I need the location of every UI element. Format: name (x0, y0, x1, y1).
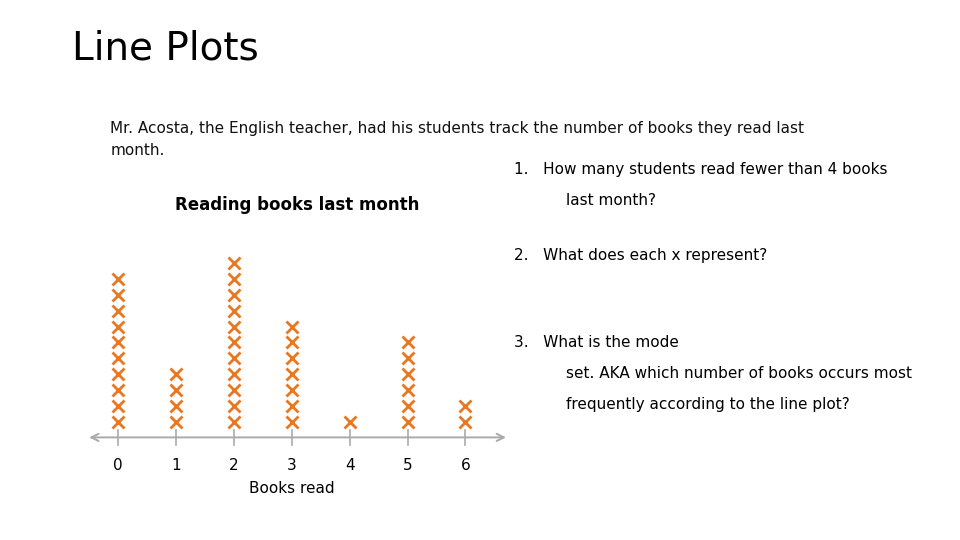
Text: 1: 1 (171, 457, 180, 472)
Title: Reading books last month: Reading books last month (176, 196, 420, 214)
Text: 2.   What does each x represent?: 2. What does each x represent? (514, 248, 767, 264)
Text: frequently according to the line plot?: frequently according to the line plot? (566, 397, 851, 413)
Text: 4: 4 (345, 457, 354, 472)
Text: month.: month. (110, 143, 165, 158)
Text: 6: 6 (461, 457, 470, 472)
Text: 0: 0 (113, 457, 123, 472)
Text: 5: 5 (403, 457, 413, 472)
Text: set. AKA which number of books occurs most: set. AKA which number of books occurs mo… (566, 366, 912, 381)
Text: 1.   How many students read fewer than 4 books: 1. How many students read fewer than 4 b… (514, 162, 887, 177)
Text: Line Plots: Line Plots (72, 30, 259, 68)
Text: last month?: last month? (566, 193, 657, 208)
Text: 3: 3 (287, 457, 297, 472)
Text: Books read: Books read (249, 481, 335, 496)
Text: Mr. Acosta, the English teacher, had his students track the number of books they: Mr. Acosta, the English teacher, had his… (110, 122, 804, 137)
Text: 2: 2 (229, 457, 239, 472)
Text: 3.   What is the mode: 3. What is the mode (514, 335, 684, 350)
